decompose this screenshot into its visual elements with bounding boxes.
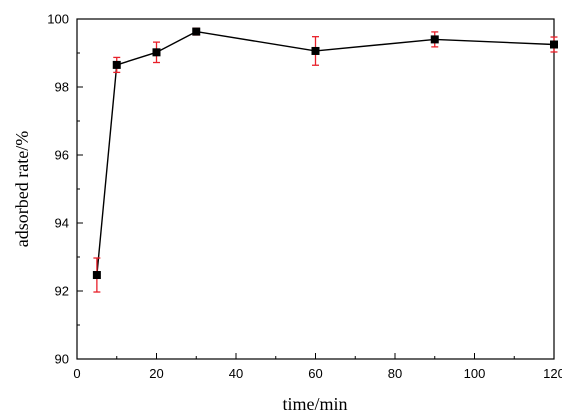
plot-frame bbox=[76, 18, 555, 360]
data-point bbox=[92, 271, 101, 280]
x-tick-label: 60 bbox=[308, 366, 322, 381]
x-tick-label: 80 bbox=[388, 366, 402, 381]
x-tick-label: 20 bbox=[149, 366, 163, 381]
data-point bbox=[192, 27, 201, 36]
x-tick-label: 0 bbox=[73, 366, 80, 381]
data-point bbox=[112, 60, 121, 69]
y-tick-label: 96 bbox=[55, 148, 69, 163]
x-tick-label: 40 bbox=[229, 366, 243, 381]
y-tick-label: 92 bbox=[55, 284, 69, 299]
data-point bbox=[430, 35, 439, 44]
y-tick-label: 94 bbox=[55, 216, 69, 231]
y-tick-label: 90 bbox=[55, 352, 69, 367]
series bbox=[92, 27, 558, 293]
x-axis-ticks: 0 20 40 60 80 100 120 bbox=[73, 353, 562, 381]
series-line bbox=[96, 30, 555, 276]
y-tick-label: 100 bbox=[47, 12, 69, 27]
y-tick-label: 98 bbox=[55, 80, 69, 95]
x-tick-label: 100 bbox=[464, 366, 486, 381]
y-axis-ticks: 90 92 94 96 98 100 bbox=[47, 12, 83, 367]
y-axis-label: adsorbed rate/% bbox=[12, 131, 32, 247]
axes bbox=[76, 18, 555, 360]
data-point bbox=[152, 48, 161, 57]
data-point bbox=[311, 46, 320, 55]
x-tick-label: 120 bbox=[543, 366, 562, 381]
data-point bbox=[550, 40, 558, 49]
x-axis-label: time/min bbox=[283, 394, 348, 414]
